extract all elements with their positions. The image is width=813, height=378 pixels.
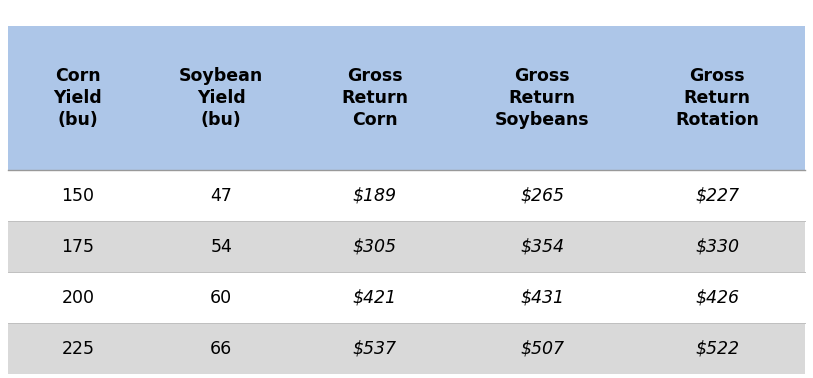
Text: 60: 60 [211, 289, 233, 307]
Text: $305: $305 [353, 238, 397, 256]
Text: Gross
Return
Rotation: Gross Return Rotation [676, 67, 759, 130]
Text: Corn
Yield
(bu): Corn Yield (bu) [54, 67, 102, 130]
Text: 175: 175 [61, 238, 94, 256]
Text: $330: $330 [695, 238, 739, 256]
Text: $431: $431 [520, 289, 564, 307]
Text: $265: $265 [520, 187, 564, 204]
Text: Gross
Return
Corn: Gross Return Corn [341, 67, 408, 130]
Text: 66: 66 [210, 340, 233, 358]
Text: $227: $227 [695, 187, 739, 204]
Text: $537: $537 [353, 340, 397, 358]
Bar [8, 323, 805, 374]
Text: $522: $522 [695, 340, 739, 358]
Bar [8, 272, 805, 323]
Bar [8, 26, 805, 170]
Text: 225: 225 [61, 340, 94, 358]
Text: $189: $189 [353, 187, 397, 204]
Text: $421: $421 [353, 289, 397, 307]
Text: 54: 54 [211, 238, 233, 256]
Bar [8, 221, 805, 272]
Text: $354: $354 [520, 238, 564, 256]
Text: 200: 200 [61, 289, 94, 307]
Text: $507: $507 [520, 340, 564, 358]
Bar [8, 170, 805, 221]
Text: 150: 150 [61, 187, 94, 204]
Text: $426: $426 [695, 289, 739, 307]
Text: 47: 47 [211, 187, 233, 204]
Text: Soybean
Yield
(bu): Soybean Yield (bu) [179, 67, 263, 130]
Text: Gross
Return
Soybeans: Gross Return Soybeans [494, 67, 589, 130]
